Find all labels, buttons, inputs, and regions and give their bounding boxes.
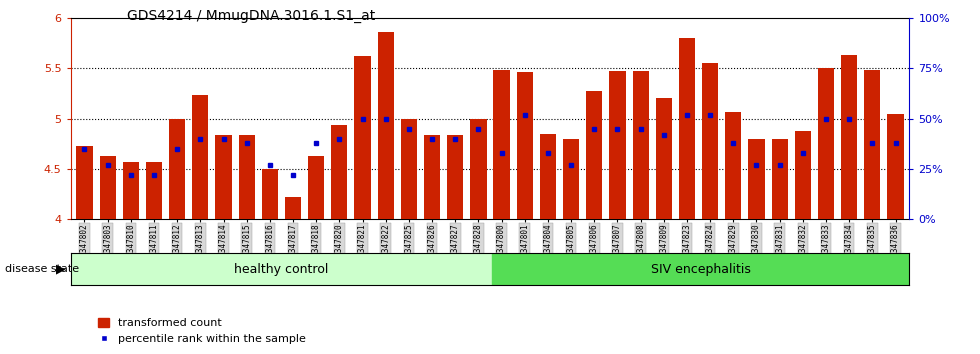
Bar: [702, 63, 718, 219]
Bar: [447, 135, 464, 219]
Bar: [285, 197, 301, 219]
Bar: [632, 71, 649, 219]
Bar: [494, 70, 510, 219]
Text: GDS4214 / MmugDNA.3016.1.S1_at: GDS4214 / MmugDNA.3016.1.S1_at: [127, 9, 375, 23]
Text: healthy control: healthy control: [234, 263, 328, 275]
Bar: [888, 114, 904, 219]
Bar: [679, 38, 695, 219]
Bar: [725, 112, 742, 219]
Bar: [470, 119, 486, 219]
Bar: [331, 125, 348, 219]
Legend: transformed count, percentile rank within the sample: transformed count, percentile rank withi…: [94, 314, 311, 348]
Bar: [100, 156, 116, 219]
Text: ▶: ▶: [56, 263, 66, 275]
Bar: [262, 169, 278, 219]
Bar: [122, 162, 139, 219]
Bar: [401, 119, 417, 219]
Bar: [516, 72, 533, 219]
Bar: [192, 95, 209, 219]
Bar: [169, 119, 185, 219]
Bar: [355, 56, 370, 219]
Bar: [540, 134, 556, 219]
Bar: [795, 131, 811, 219]
Bar: [238, 135, 255, 219]
Bar: [749, 139, 764, 219]
Bar: [216, 135, 231, 219]
Bar: [377, 32, 394, 219]
Bar: [841, 55, 858, 219]
Bar: [610, 71, 625, 219]
Bar: [864, 70, 880, 219]
Text: disease state: disease state: [5, 264, 79, 274]
Bar: [818, 68, 834, 219]
Bar: [308, 156, 324, 219]
Text: SIV encephalitis: SIV encephalitis: [651, 263, 751, 275]
Bar: [146, 162, 162, 219]
Bar: [563, 139, 579, 219]
Bar: [771, 139, 788, 219]
Bar: [76, 146, 92, 219]
Bar: [424, 135, 440, 219]
Bar: [586, 91, 603, 219]
Bar: [656, 98, 672, 219]
